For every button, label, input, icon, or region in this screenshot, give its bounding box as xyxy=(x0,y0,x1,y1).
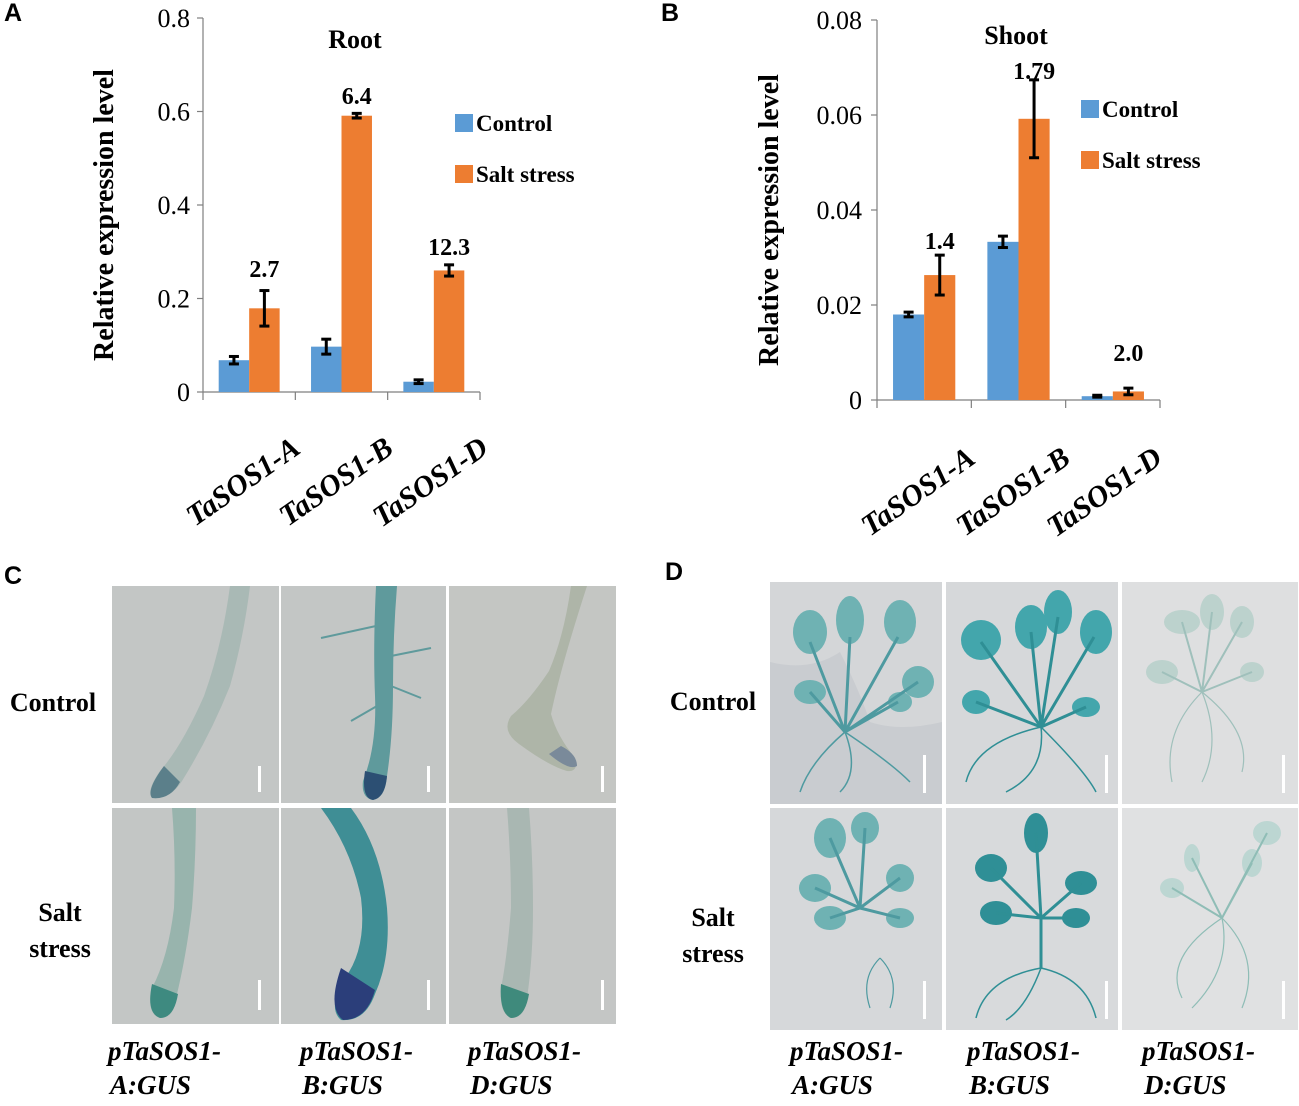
root-photo-b-salt xyxy=(281,808,446,1024)
y-tick-label: 0.6 xyxy=(158,98,191,127)
seedling-photo-b-salt xyxy=(946,808,1118,1030)
legend-label: Control xyxy=(1102,97,1178,122)
construct-label-b-root: pTaSOS1- B:GUS xyxy=(300,1036,414,1100)
fold-change-label: 1.4 xyxy=(925,229,955,255)
y-tick-label: 0.04 xyxy=(817,196,863,225)
y-tick-label: 0 xyxy=(177,378,190,407)
fold-change-label: 2.0 xyxy=(1113,341,1143,367)
legend-label: Salt stress xyxy=(476,162,575,187)
chart-title: Shoot xyxy=(984,21,1048,50)
row-label-control-d: Control xyxy=(669,687,757,716)
fold-change-label: 1.79 xyxy=(1013,59,1055,85)
legend-swatch xyxy=(1081,151,1099,169)
bar-control xyxy=(893,314,925,400)
root-photo-d-salt xyxy=(449,808,616,1024)
bar-charts: 0 0.2 0.4 0.6 0.8 2.7 6.4 12.3 Root Relative expr… xyxy=(89,4,1201,544)
row-label-control: Control xyxy=(9,688,97,717)
bar-control xyxy=(403,381,434,392)
y-axis-label: Relative expression level xyxy=(89,69,120,361)
bar-control xyxy=(218,360,250,392)
y-tick-label: 0.4 xyxy=(158,191,191,220)
panel-letter-a: A xyxy=(4,0,23,27)
bar-salt-stress xyxy=(433,270,465,392)
construct-label-a-seedling: pTaSOS1- A:GUS xyxy=(790,1036,904,1100)
fold-change-label: 12.3 xyxy=(428,235,470,261)
seedling-photo-a-salt xyxy=(770,808,942,1030)
y-tick-label: 0.06 xyxy=(817,101,863,130)
row-label-salt-stress-d: Salt stress xyxy=(682,903,744,968)
y-tick-label: 0.2 xyxy=(158,285,191,314)
y-tick-label: 0 xyxy=(849,386,862,415)
construct-label-d-seedling: pTaSOS1- D:GUS xyxy=(1142,1036,1256,1100)
seedling-photo-a-control xyxy=(770,582,942,804)
y-axis-label: Relative expression level xyxy=(754,74,785,366)
seedling-photo-d-salt xyxy=(1122,808,1298,1030)
panel-letter-c: C xyxy=(4,562,23,590)
seedling-photo-d-control xyxy=(1122,582,1298,804)
y-tick-label: 0.8 xyxy=(158,4,191,33)
fold-change-label: 6.4 xyxy=(342,84,372,110)
root-photo-a-salt xyxy=(112,808,279,1024)
root-photo-d-control xyxy=(449,586,616,803)
fold-change-label: 2.7 xyxy=(249,257,279,283)
legend-label: Salt stress xyxy=(1102,148,1201,173)
seedling-photo-b-control xyxy=(946,582,1118,804)
construct-label-a-root: pTaSOS1- A:GUS xyxy=(108,1036,222,1100)
legend-swatch xyxy=(1081,100,1099,118)
panel-letter-d: D xyxy=(665,558,684,586)
root-photo-b-control xyxy=(281,586,446,803)
legend-label: Control xyxy=(476,111,552,136)
legend-swatch xyxy=(455,114,473,132)
bar-salt-stress xyxy=(1018,118,1050,401)
legend-swatch xyxy=(455,165,473,183)
y-tick-label: 0.02 xyxy=(817,291,863,320)
panel-letter-b: B xyxy=(661,0,680,27)
construct-label-b-seedling: pTaSOS1- B:GUS xyxy=(967,1036,1081,1100)
y-tick-label: 0.08 xyxy=(817,6,863,35)
bar-control xyxy=(987,241,1019,400)
chart-title: Root xyxy=(328,25,382,54)
bar-salt-stress xyxy=(341,115,372,393)
root-photo-a-control xyxy=(112,586,279,803)
construct-label-d-root: pTaSOS1- D:GUS xyxy=(468,1036,582,1100)
row-label-salt-stress: Salt stress xyxy=(29,898,91,963)
